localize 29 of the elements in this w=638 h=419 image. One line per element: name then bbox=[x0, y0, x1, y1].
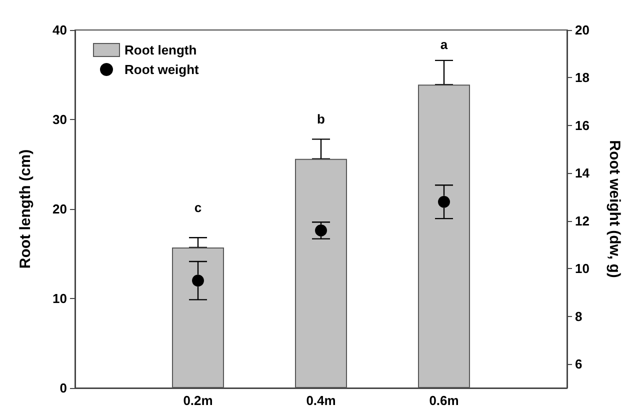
y-axis-title: Root length (cm) bbox=[17, 149, 34, 269]
y2-tick-label: 14 bbox=[575, 166, 590, 181]
y2-axis-title: Root weight (dw, g) bbox=[606, 140, 623, 278]
annotation: c bbox=[194, 200, 202, 215]
point bbox=[438, 196, 450, 208]
bar bbox=[418, 84, 470, 388]
y-tick-label: 20 bbox=[52, 202, 67, 216]
bar bbox=[295, 158, 347, 388]
legend-label: Root length bbox=[124, 42, 197, 58]
legend-label: Root weight bbox=[124, 62, 200, 77]
bar bbox=[172, 247, 224, 388]
y2-tick-label: 10 bbox=[575, 261, 590, 276]
point bbox=[315, 224, 327, 236]
annotation: b bbox=[317, 111, 326, 126]
y2-tick-label: 8 bbox=[575, 308, 582, 324]
y-tick-label: 30 bbox=[52, 112, 67, 127]
y-tick-label: 40 bbox=[52, 22, 67, 38]
x-tick-label: 0.6m bbox=[429, 393, 459, 408]
y2-tick-label: 6 bbox=[575, 356, 582, 372]
y2-tick-label: 16 bbox=[575, 118, 590, 133]
y2-tick-label: 12 bbox=[575, 213, 590, 228]
annotation: a bbox=[440, 37, 448, 52]
x-tick-label: 0.4m bbox=[306, 393, 336, 408]
point bbox=[192, 274, 204, 287]
y-tick-label: 0 bbox=[60, 380, 67, 396]
y-tick-label: 10 bbox=[52, 291, 67, 306]
y2-tick-label: 18 bbox=[575, 70, 590, 86]
y2-tick-label: 20 bbox=[575, 22, 590, 38]
x-tick-label: 0.2m bbox=[183, 393, 213, 408]
